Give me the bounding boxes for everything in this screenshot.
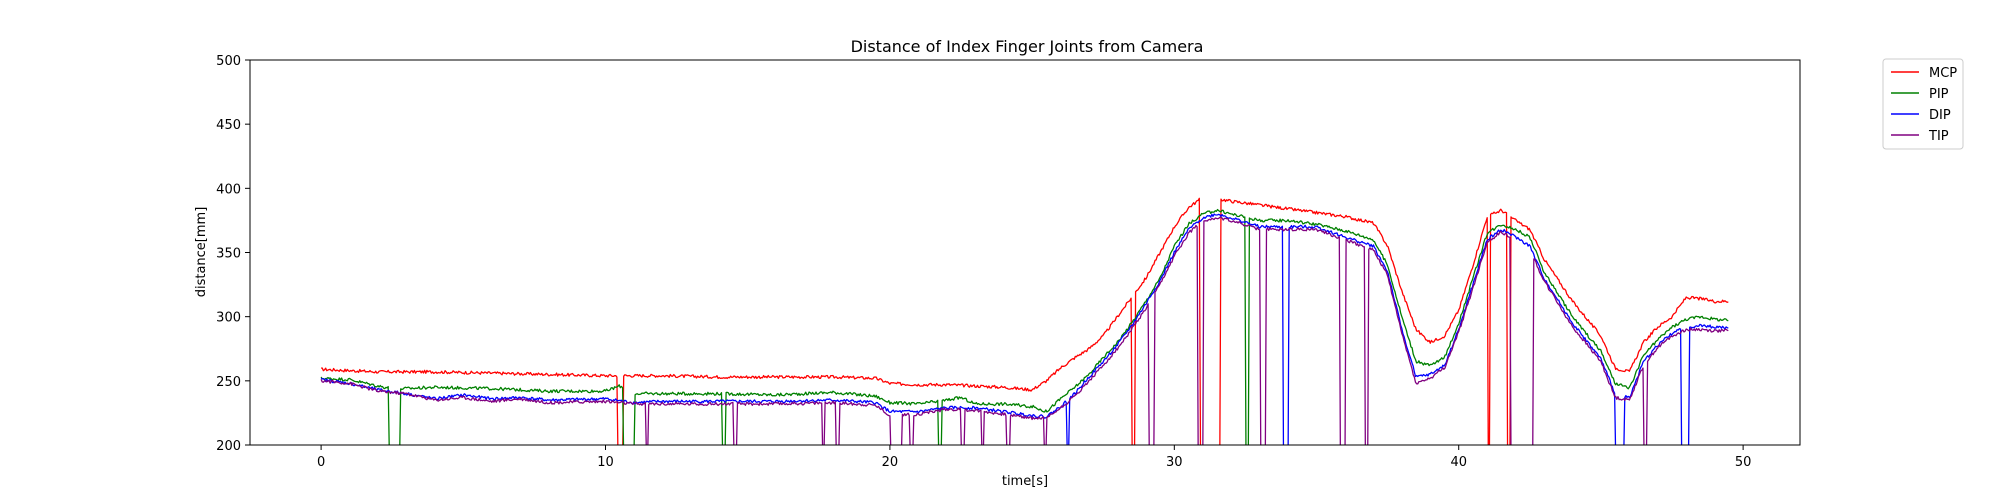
legend-label-mcp: MCP [1929, 66, 1957, 81]
legend-box [1882, 58, 1964, 150]
chart-title: Distance of Index Finger Joints from Cam… [851, 37, 1204, 56]
y-tick-label: 200 [216, 439, 241, 454]
y-tick-label: 300 [216, 311, 241, 326]
x-axis-label: time[s] [1002, 474, 1048, 489]
legend-label-pip: PIP [1929, 87, 1949, 102]
y-tick-label: 500 [216, 54, 241, 69]
y-tick-label: 350 [216, 247, 241, 262]
series-line-tip [320, 216, 1729, 445]
y-axis: 200 250 300 350 400 450 500 [216, 54, 250, 454]
legend-label-dip: DIP [1929, 108, 1951, 123]
x-tick-label: 20 [882, 455, 899, 470]
y-tick-label: 250 [216, 375, 241, 390]
series-line-mcp [321, 197, 1729, 445]
x-tick-label: 50 [1735, 455, 1752, 470]
x-tick-label: 10 [597, 455, 614, 470]
legend-label-tip: TIP [1928, 129, 1949, 144]
x-axis: 0 10 20 30 40 50 [317, 445, 1751, 470]
y-tick-label: 450 [216, 118, 241, 133]
series-line-pip [320, 208, 1729, 445]
legend: MCP PIP DIP TIP [1882, 58, 1964, 150]
y-tick-label: 400 [216, 182, 241, 197]
series-line-dip [320, 213, 1729, 445]
x-tick-label: 30 [1166, 455, 1183, 470]
y-axis-label: distance[mm] [194, 207, 209, 298]
x-tick-label: 0 [317, 455, 325, 470]
x-tick-label: 40 [1450, 455, 1467, 470]
